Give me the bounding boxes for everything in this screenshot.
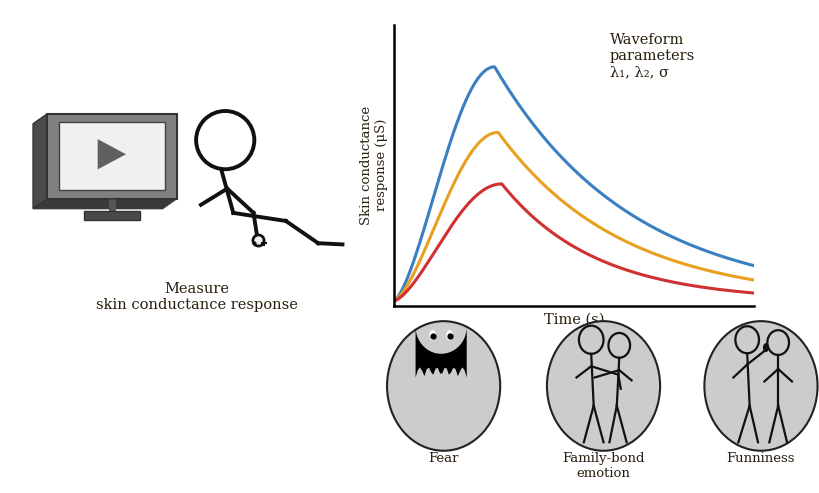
Ellipse shape [546,321,659,451]
FancyBboxPatch shape [59,122,165,190]
Ellipse shape [704,321,817,451]
Text: Fear: Fear [428,453,459,465]
Y-axis label: Skin conductance
response (μS): Skin conductance response (μS) [360,106,387,225]
FancyBboxPatch shape [84,211,140,220]
Text: Family-bond
emotion: Family-bond emotion [562,453,644,481]
Ellipse shape [387,321,500,451]
Text: Measure
skin conductance response: Measure skin conductance response [96,282,297,312]
X-axis label: Time (s): Time (s) [543,313,604,326]
Text: Funniness: Funniness [726,453,794,465]
Ellipse shape [429,330,436,340]
FancyBboxPatch shape [48,114,176,199]
Polygon shape [97,139,126,170]
Polygon shape [33,114,48,209]
Text: Waveform
parameters
λ₁, λ₂, σ: Waveform parameters λ₁, λ₂, σ [609,33,695,79]
Polygon shape [33,199,176,209]
Ellipse shape [446,330,452,340]
Ellipse shape [762,343,768,352]
Polygon shape [415,327,466,378]
